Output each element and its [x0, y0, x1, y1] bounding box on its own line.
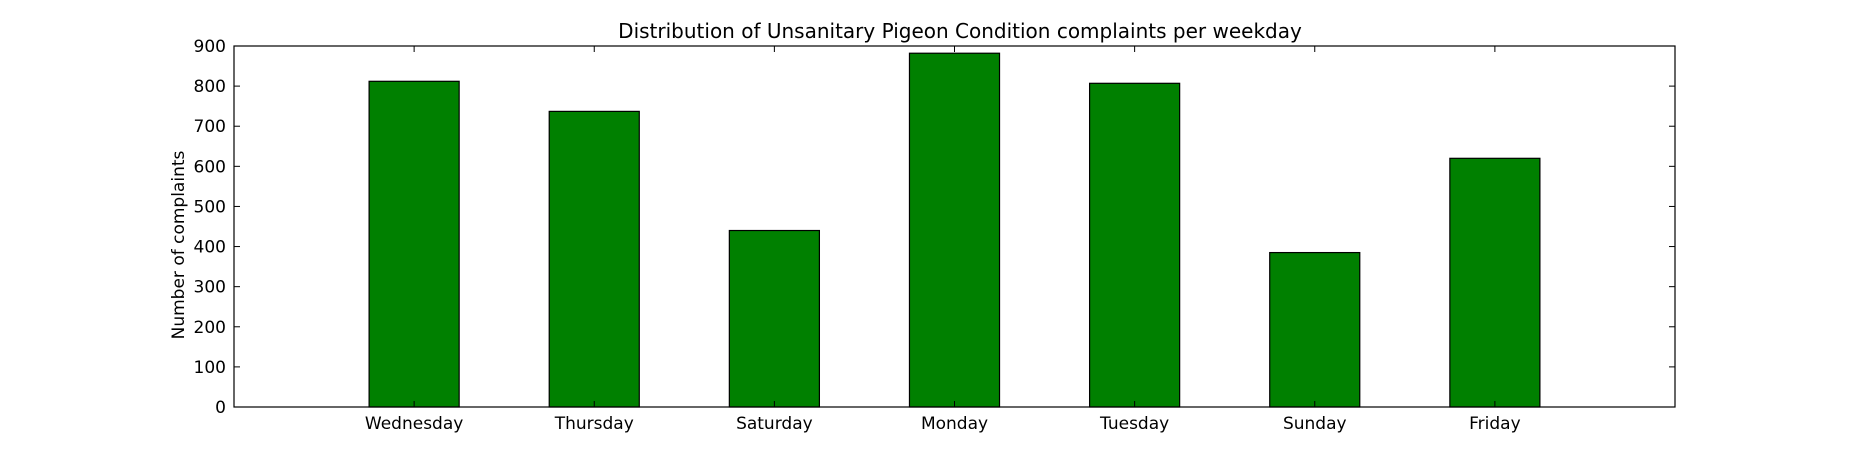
bar-sunday	[1269, 251, 1361, 408]
y-tick-label: 200	[194, 318, 226, 338]
x-tick-label: Saturday	[736, 414, 813, 434]
chart-title: Distribution of Unsanitary Pigeon Condit…	[618, 19, 1302, 43]
x-tick-label: Sunday	[1283, 414, 1347, 434]
y-tick-label: 700	[194, 117, 226, 137]
y-axis: 0 100 200 300 400 500 600 700 800 900	[194, 37, 1675, 418]
x-tick-label: Tuesday	[1099, 414, 1169, 434]
x-tick-label: Monday	[921, 414, 988, 434]
y-axis-label: Number of complaints	[169, 150, 189, 339]
bar-thursday	[548, 110, 640, 408]
bar-tuesday	[1088, 82, 1181, 408]
x-axis: Wednesday Thursday Saturday Monday Tuesday Su…	[365, 46, 1521, 434]
y-tick-label: 400	[194, 238, 226, 258]
y-tick-label: 500	[194, 197, 226, 217]
x-tick-label: Thursday	[554, 414, 634, 434]
y-tick-label: 800	[194, 77, 226, 97]
y-tick-label: 100	[194, 358, 226, 378]
bar-monday	[908, 52, 1001, 408]
y-tick-label: 0	[215, 398, 226, 418]
bar-wednesday	[368, 80, 460, 408]
y-tick-label: 900	[194, 37, 226, 57]
bars-group	[368, 52, 1541, 408]
plot-frame	[233, 45, 1676, 408]
bar-saturday	[728, 229, 821, 408]
bar-friday	[1449, 157, 1541, 408]
y-tick-label: 600	[194, 157, 226, 177]
x-tick-label: Friday	[1469, 414, 1521, 434]
x-tick-label: Wednesday	[365, 414, 463, 434]
y-tick-label: 300	[194, 278, 226, 298]
